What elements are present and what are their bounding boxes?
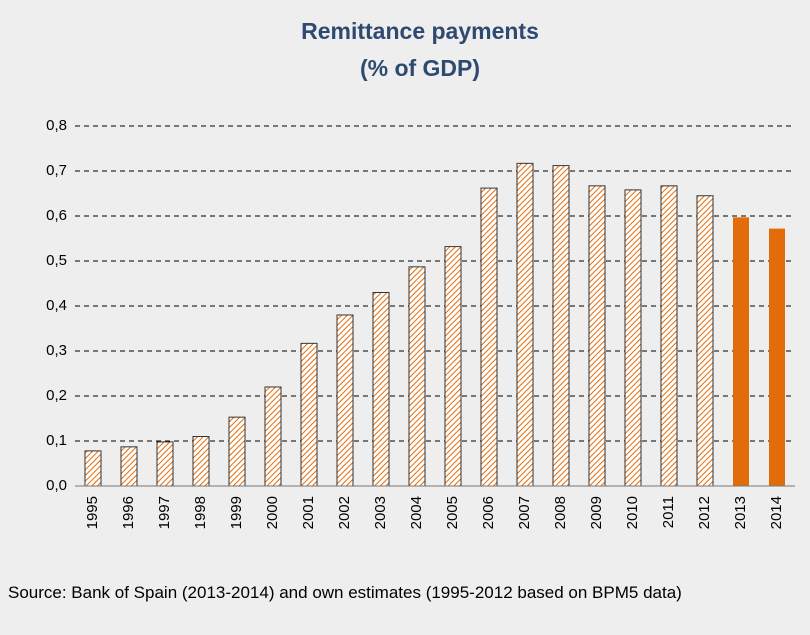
x-tick-label: 2002 bbox=[336, 496, 353, 529]
bar bbox=[552, 165, 570, 487]
bar bbox=[733, 217, 749, 486]
bar bbox=[300, 342, 318, 487]
source-note: Source: Bank of Spain (2013-2014) and ow… bbox=[8, 583, 682, 602]
bar bbox=[696, 195, 714, 487]
bar bbox=[624, 189, 642, 487]
y-tick-label: 0,1 bbox=[46, 432, 67, 449]
x-tick-label: 2013 bbox=[732, 496, 749, 529]
x-tick-label: 1998 bbox=[192, 496, 209, 529]
y-tick-label: 0,4 bbox=[46, 297, 67, 314]
y-tick-label: 0,5 bbox=[46, 252, 67, 269]
y-tick-label: 0,3 bbox=[46, 342, 67, 359]
y-tick-label: 0,8 bbox=[46, 117, 67, 134]
x-tick-label: 2012 bbox=[696, 496, 713, 529]
bar bbox=[408, 266, 426, 487]
x-tick-label: 1996 bbox=[120, 496, 137, 529]
x-tick-label: 2006 bbox=[480, 496, 497, 529]
x-tick-label: 2004 bbox=[408, 496, 425, 529]
y-tick-label: 0,7 bbox=[46, 162, 67, 179]
x-tick-label: 1997 bbox=[156, 496, 173, 529]
x-tick-label: 2000 bbox=[264, 496, 281, 529]
x-tick-label: 2010 bbox=[624, 496, 641, 529]
bar bbox=[480, 187, 498, 487]
x-tick-label: 2009 bbox=[588, 496, 605, 529]
bar bbox=[228, 416, 246, 487]
x-tick-label: 2001 bbox=[300, 496, 317, 529]
x-tick-label: 1995 bbox=[84, 496, 101, 529]
bar bbox=[84, 450, 102, 487]
bar bbox=[192, 436, 210, 487]
x-tick-label: 2005 bbox=[444, 496, 461, 529]
bar bbox=[444, 246, 462, 487]
x-tick-label: 2008 bbox=[552, 496, 569, 529]
y-tick-label: 0,0 bbox=[46, 477, 67, 494]
chart-title: Remittance payments bbox=[301, 18, 539, 44]
bar bbox=[372, 292, 390, 487]
x-tick-label: 2003 bbox=[372, 496, 389, 529]
x-tick-label: 2007 bbox=[516, 496, 533, 529]
bar bbox=[120, 446, 138, 487]
bar bbox=[660, 185, 678, 487]
chart-subtitle: (% of GDP) bbox=[360, 55, 480, 81]
bar bbox=[156, 441, 174, 487]
bar bbox=[336, 314, 354, 487]
x-tick-label: 2011 bbox=[660, 496, 677, 528]
bar bbox=[264, 386, 282, 487]
bar bbox=[769, 228, 785, 486]
y-tick-label: 0,2 bbox=[46, 387, 67, 404]
bar bbox=[516, 162, 534, 487]
bar bbox=[588, 185, 606, 487]
x-tick-label: 1999 bbox=[228, 496, 245, 529]
y-tick-label: 0,6 bbox=[46, 207, 67, 224]
x-tick-label: 2014 bbox=[768, 496, 785, 529]
